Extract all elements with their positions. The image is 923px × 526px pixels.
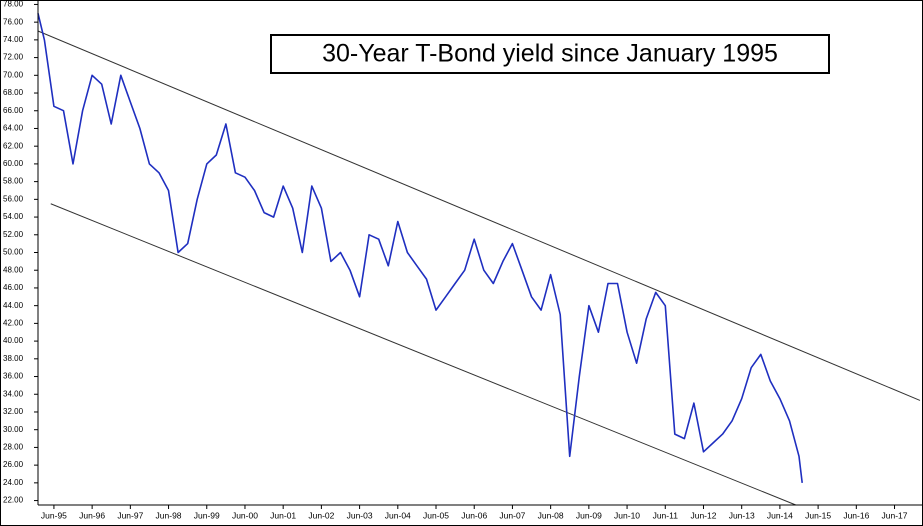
x-tick-label: Jun-11 [653, 510, 679, 520]
y-tick-label: 76.00 [3, 17, 24, 26]
y-tick-label: 52.00 [3, 230, 24, 239]
x-tick-label: Jun-03 [347, 510, 373, 520]
y-tick-label: 50.00 [3, 248, 24, 257]
y-tick-label: 58.00 [3, 177, 24, 186]
y-tick-label: 28.00 [3, 443, 24, 452]
x-tick-label: Jun-15 [805, 510, 831, 520]
x-tick-label: Jun-08 [538, 510, 564, 520]
x-tick-label: Jun-06 [461, 510, 487, 520]
y-tick-label: 54.00 [3, 212, 24, 221]
y-tick-label: 42.00 [3, 318, 24, 327]
y-tick-label: 56.00 [3, 194, 24, 203]
plot-area [37, 13, 921, 506]
y-tick-label: 46.00 [3, 283, 24, 292]
x-tick-label: Jun-12 [690, 510, 716, 520]
x-tick-label: Jun-07 [499, 510, 525, 520]
y-tick-label: 62.00 [3, 141, 24, 150]
x-tick-label: Jun-99 [194, 510, 220, 520]
x-tick-label: Jun-01 [270, 510, 296, 520]
y-tick-label: 70.00 [3, 70, 24, 79]
y-tick-label: 24.00 [3, 478, 24, 487]
x-tick-label: Jun-05 [423, 510, 449, 520]
x-tick-label: Jun-14 [767, 510, 793, 520]
y-tick-label: 60.00 [3, 159, 24, 168]
chart-title: 30-Year T-Bond yield since January 1995 [322, 40, 778, 68]
x-tick-label: Jun-98 [156, 510, 182, 520]
x-tick-label: Jun-02 [308, 510, 334, 520]
y-tick-label: 38.00 [3, 354, 24, 363]
x-tick-label: Jun-09 [576, 510, 602, 520]
y-tick-label: 22.00 [3, 496, 24, 505]
y-tick-label: 78.00 [3, 0, 24, 9]
x-tick-label: Jun-97 [117, 510, 143, 520]
x-tick-label: Jun-96 [79, 510, 105, 520]
y-tick-label: 48.00 [3, 265, 24, 274]
x-tick-label: Jun-95 [41, 510, 67, 520]
y-tick-label: 64.00 [3, 124, 24, 133]
y-tick-label: 66.00 [3, 106, 24, 115]
y-tick-label: 36.00 [3, 372, 24, 381]
x-tick-label: Jun-13 [729, 510, 755, 520]
y-tick-label: 72.00 [3, 53, 24, 62]
y-tick-label: 74.00 [3, 35, 24, 44]
series-line [37, 13, 803, 483]
x-tick-label: Jun-04 [385, 510, 411, 520]
y-tick-label: 40.00 [3, 336, 24, 345]
y-tick-label: 26.00 [3, 460, 24, 469]
x-tick-label: Jun-00 [232, 510, 258, 520]
y-tick-label: 68.00 [3, 88, 24, 97]
y-tick-label: 32.00 [3, 407, 24, 416]
y-tick-label: 30.00 [3, 425, 24, 434]
trend-line [37, 30, 921, 401]
y-tick-label: 44.00 [3, 301, 24, 310]
x-tick-label: Jun-16 [843, 510, 869, 520]
x-tick-label: Jun-17 [882, 510, 908, 520]
x-tick-label: Jun-10 [614, 510, 640, 520]
y-tick-label: 34.00 [3, 389, 24, 398]
trend-line [50, 203, 797, 506]
title-box [270, 34, 830, 74]
